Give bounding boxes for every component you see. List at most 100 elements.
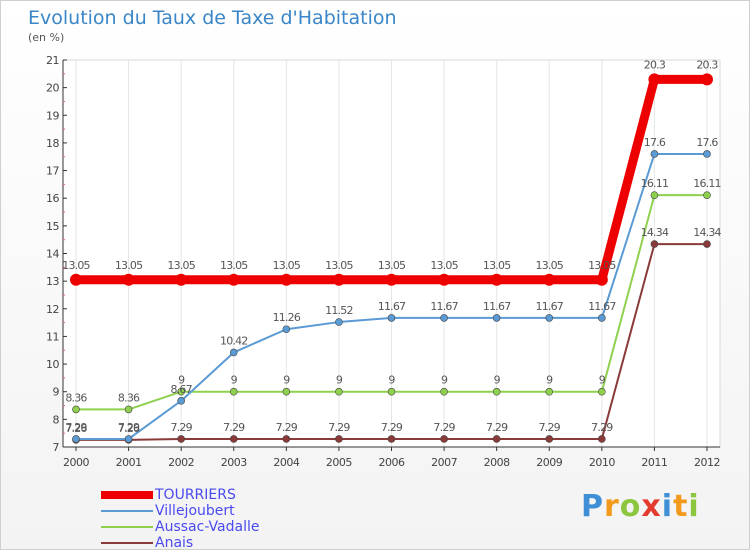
logo-letter: o xyxy=(619,489,642,524)
data-labels-aussac-vadalle: 8.36 8.36 9 9 9 9 9 9 9 9 9 16.11 16.11 xyxy=(65,177,721,404)
data-label: 13.05 xyxy=(273,259,301,272)
legend-label: Villejoubert xyxy=(155,503,235,519)
data-point xyxy=(385,273,398,286)
data-label: 8.36 xyxy=(65,391,87,404)
data-label: 7.29 xyxy=(486,421,508,434)
data-label: 13.05 xyxy=(378,259,406,272)
x-tick-label: 2012 xyxy=(694,456,720,469)
data-label: 9 xyxy=(178,374,185,387)
data-point xyxy=(335,318,343,326)
data-label: 9 xyxy=(388,374,395,387)
data-point xyxy=(545,314,554,322)
data-point xyxy=(650,240,659,248)
data-label: 7.29 xyxy=(276,421,298,434)
data-label: 7.29 xyxy=(223,421,245,434)
data-point xyxy=(122,273,135,286)
data-label: 9 xyxy=(283,374,290,387)
series-aussac-vadalle xyxy=(72,191,711,414)
data-point xyxy=(545,435,554,443)
data-label: 13.05 xyxy=(430,259,458,272)
data-label: 7.29 xyxy=(171,421,193,434)
data-point xyxy=(650,191,659,199)
logo-letter: x xyxy=(641,489,662,524)
data-label: 13.05 xyxy=(167,259,195,272)
data-label: 9 xyxy=(546,374,553,387)
data-point xyxy=(177,387,185,396)
data-label: 7.29 xyxy=(381,421,403,434)
data-point xyxy=(282,435,291,443)
data-label: 8.67 xyxy=(171,383,193,396)
data-point xyxy=(545,387,554,396)
data-point xyxy=(229,348,238,357)
data-label: 14.34 xyxy=(693,226,721,239)
y-tick-label: 8 xyxy=(53,413,60,426)
data-point xyxy=(598,387,606,396)
proxiti-logo: Proxiti xyxy=(581,489,700,524)
data-point xyxy=(229,387,238,396)
y-tick-label: 20 xyxy=(46,82,59,95)
x-tick-label: 2002 xyxy=(168,456,194,469)
legend-item: Aussac-Vadalle xyxy=(101,519,259,535)
y-tick-label: 11 xyxy=(46,330,59,343)
x-tick-label: 2003 xyxy=(221,456,247,469)
chart-legend: TOURRIERS Villejoubert Aussac-Vadalle Anais xyxy=(101,487,259,550)
data-label: 13.05 xyxy=(220,259,248,272)
legend-label: Anais xyxy=(155,535,194,550)
data-point xyxy=(650,150,659,158)
data-label: 7.29 xyxy=(65,421,87,434)
x-tick-label: 2006 xyxy=(379,456,405,469)
data-point xyxy=(70,273,82,286)
data-label: 9 xyxy=(494,374,501,387)
legend-swatch xyxy=(101,542,153,544)
data-label: 9 xyxy=(336,374,343,387)
x-tick-label: 2000 xyxy=(63,456,89,469)
y-tick-label: 7 xyxy=(53,441,60,454)
data-point xyxy=(543,273,556,286)
legend-swatch xyxy=(101,510,153,512)
data-label: 20.3 xyxy=(644,58,666,71)
data-point xyxy=(703,240,711,248)
data-point xyxy=(332,273,345,286)
x-tick-label: 2009 xyxy=(536,456,562,469)
data-point xyxy=(595,273,608,286)
data-label: 11.67 xyxy=(378,300,406,313)
data-label: 11.67 xyxy=(483,300,511,313)
data-point xyxy=(490,273,503,286)
data-label: 7.29 xyxy=(539,421,561,434)
x-tick-label: 2001 xyxy=(116,456,142,469)
data-point xyxy=(440,387,448,396)
data-label: 13.05 xyxy=(62,259,90,272)
logo-letter: i xyxy=(661,489,674,524)
logo-letter: r xyxy=(604,489,620,524)
data-label: 11.67 xyxy=(588,300,616,313)
data-label: 17.6 xyxy=(696,136,718,149)
data-label: 16.11 xyxy=(693,177,721,190)
chart-subtitle: (en %) xyxy=(28,31,65,44)
data-label: 11.52 xyxy=(325,304,353,317)
y-tick-label: 9 xyxy=(53,386,60,399)
data-label: 11.67 xyxy=(536,300,564,313)
legend-swatch xyxy=(101,491,153,499)
legend-item: Villejoubert xyxy=(101,503,259,519)
data-point xyxy=(175,273,188,286)
data-label: 7.29 xyxy=(328,421,350,434)
data-label: 7.29 xyxy=(118,421,140,434)
data-label: 13.05 xyxy=(483,259,511,272)
data-point xyxy=(387,435,396,443)
y-tick-label: 15 xyxy=(46,220,59,233)
y-tick-label: 14 xyxy=(46,248,59,261)
data-label: 7.29 xyxy=(433,421,455,434)
data-label: 7.26 xyxy=(65,422,87,435)
data-point xyxy=(124,435,133,443)
data-label: 8.36 xyxy=(118,391,140,404)
x-tick-label: 2004 xyxy=(273,456,299,469)
data-labels-tourriers: 13.05 13.05 13.05 13.05 13.05 13.05 13.05 13.05… xyxy=(62,58,719,272)
legend-item: Anais xyxy=(101,535,259,550)
data-point xyxy=(72,435,80,443)
y-tick-label: 21 xyxy=(46,54,59,67)
data-label: 9 xyxy=(231,374,238,387)
legend-item: TOURRIERS xyxy=(101,487,259,503)
y-tick-label: 16 xyxy=(46,192,59,205)
